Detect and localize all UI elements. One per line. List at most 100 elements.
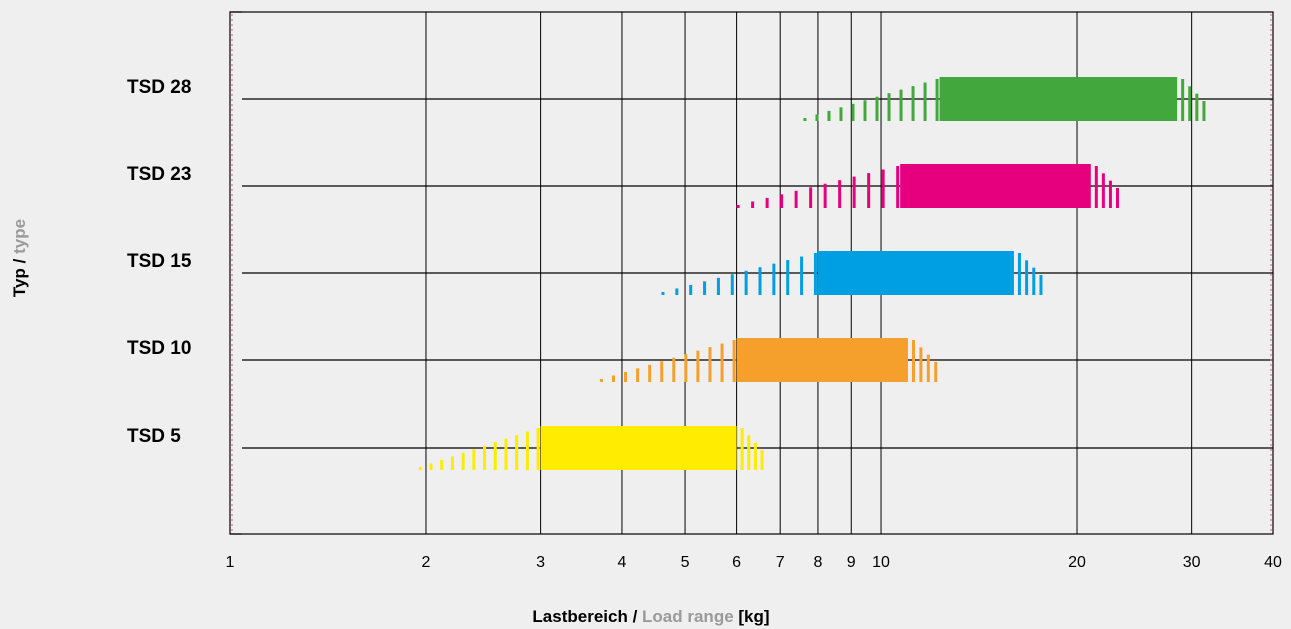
range-stripe <box>1115 188 1119 208</box>
range-stripe <box>1039 275 1043 295</box>
range-stripe <box>493 442 497 470</box>
range-stripe <box>772 263 776 295</box>
range-stripe <box>1108 180 1112 208</box>
x-axis-title-unit: [kg] <box>738 607 769 626</box>
range-stripe <box>1032 267 1036 295</box>
range-stripe <box>1195 93 1199 121</box>
range-stripe <box>851 103 855 121</box>
range-stripe <box>800 256 804 295</box>
range-stripe <box>703 281 707 295</box>
range-stripe <box>661 292 665 295</box>
x-tick-label: 2 <box>422 554 431 571</box>
range-stripe <box>935 79 939 121</box>
range-stripe <box>753 442 757 470</box>
category-label: TSD 15 <box>127 251 192 272</box>
range-stripe <box>758 267 762 295</box>
range-stripe <box>809 187 813 208</box>
category-label: TSD 10 <box>127 338 191 359</box>
range-stripe <box>525 431 529 470</box>
range-stripe <box>934 362 938 382</box>
range-stripe <box>852 176 856 208</box>
range-stripe <box>899 89 903 121</box>
range-stripe <box>926 354 930 382</box>
range-stripe <box>504 438 508 470</box>
category-label: TSD 28 <box>127 77 191 98</box>
range-stripe <box>708 347 712 382</box>
range-stripe <box>624 371 628 382</box>
range-stripe <box>747 435 751 470</box>
range-stripe <box>672 357 676 382</box>
x-axis-title-en: Load range <box>642 607 734 626</box>
range-stripe <box>1101 173 1105 208</box>
range-stripe <box>450 456 454 470</box>
range-stripe <box>732 340 736 382</box>
range-stripe <box>803 118 807 121</box>
range-stripe <box>751 201 755 208</box>
range-stripe <box>867 173 871 208</box>
range-stripe <box>896 166 900 208</box>
series-tsd-23 <box>736 164 1119 208</box>
x-tick-label: 7 <box>776 554 785 571</box>
range-stripe <box>483 445 487 470</box>
x-tick-label: 1 <box>226 554 235 571</box>
range-stripe <box>827 110 831 121</box>
x-axis-title: Lastbereich / Load range [kg] <box>532 607 769 626</box>
range-stripe <box>765 197 769 208</box>
range-stripe <box>536 428 540 470</box>
axes <box>229 11 1274 535</box>
range-stripe <box>1202 101 1206 121</box>
range-stripe <box>684 354 688 382</box>
x-tick-label: 9 <box>847 554 856 571</box>
x-tick-label: 40 <box>1264 554 1282 571</box>
x-tick-label: 3 <box>536 554 545 571</box>
range-stripe <box>786 260 790 295</box>
range-stripe <box>611 375 615 382</box>
series-tsd-28 <box>803 77 1206 121</box>
range-stripe <box>911 86 915 121</box>
x-tick-label: 5 <box>681 554 690 571</box>
range-stripe <box>794 190 798 208</box>
range-stripe <box>696 350 700 382</box>
series-tsd-15 <box>661 251 1043 295</box>
range-stripe <box>838 180 842 208</box>
range-stripe <box>1188 86 1192 121</box>
range-bar <box>540 426 737 470</box>
grid <box>242 12 1273 534</box>
category-label: TSD 5 <box>127 426 181 447</box>
x-tick-label: 10 <box>872 554 890 571</box>
range-bar <box>817 251 1014 295</box>
range-stripe <box>923 82 927 121</box>
range-stripe <box>740 428 744 470</box>
range-stripe <box>1181 79 1185 121</box>
range-stripe <box>813 253 817 295</box>
category-labels: TSD 28 TSD 23 TSD 15 TSD 10 TSD 5 <box>127 77 192 447</box>
x-tick-label: 8 <box>813 554 822 571</box>
range-stripe <box>716 277 720 295</box>
range-stripe <box>736 205 740 208</box>
x-tick-label: 20 <box>1068 554 1086 571</box>
range-bars <box>418 77 1206 470</box>
x-tick-label: 6 <box>732 554 741 571</box>
range-stripe <box>418 467 422 470</box>
range-stripe <box>760 450 764 470</box>
y-axis-title: Typ / type <box>10 219 29 297</box>
range-bar <box>939 77 1178 121</box>
range-stripe <box>730 274 734 295</box>
range-stripe <box>815 114 819 121</box>
range-stripe <box>440 459 444 470</box>
range-stripe <box>636 368 640 382</box>
range-stripe <box>461 452 465 470</box>
series-tsd-10 <box>599 338 938 382</box>
range-stripe <box>1094 166 1098 208</box>
category-label: TSD 23 <box>127 164 191 185</box>
range-stripe <box>780 194 784 208</box>
range-bar <box>736 338 908 382</box>
range-stripe <box>823 183 827 208</box>
range-stripe <box>919 347 923 382</box>
range-stripe <box>648 364 652 382</box>
range-stripe <box>675 288 679 295</box>
range-bar <box>900 164 1091 208</box>
range-stripe <box>881 169 885 208</box>
y-axis-title-en: type <box>10 219 29 254</box>
